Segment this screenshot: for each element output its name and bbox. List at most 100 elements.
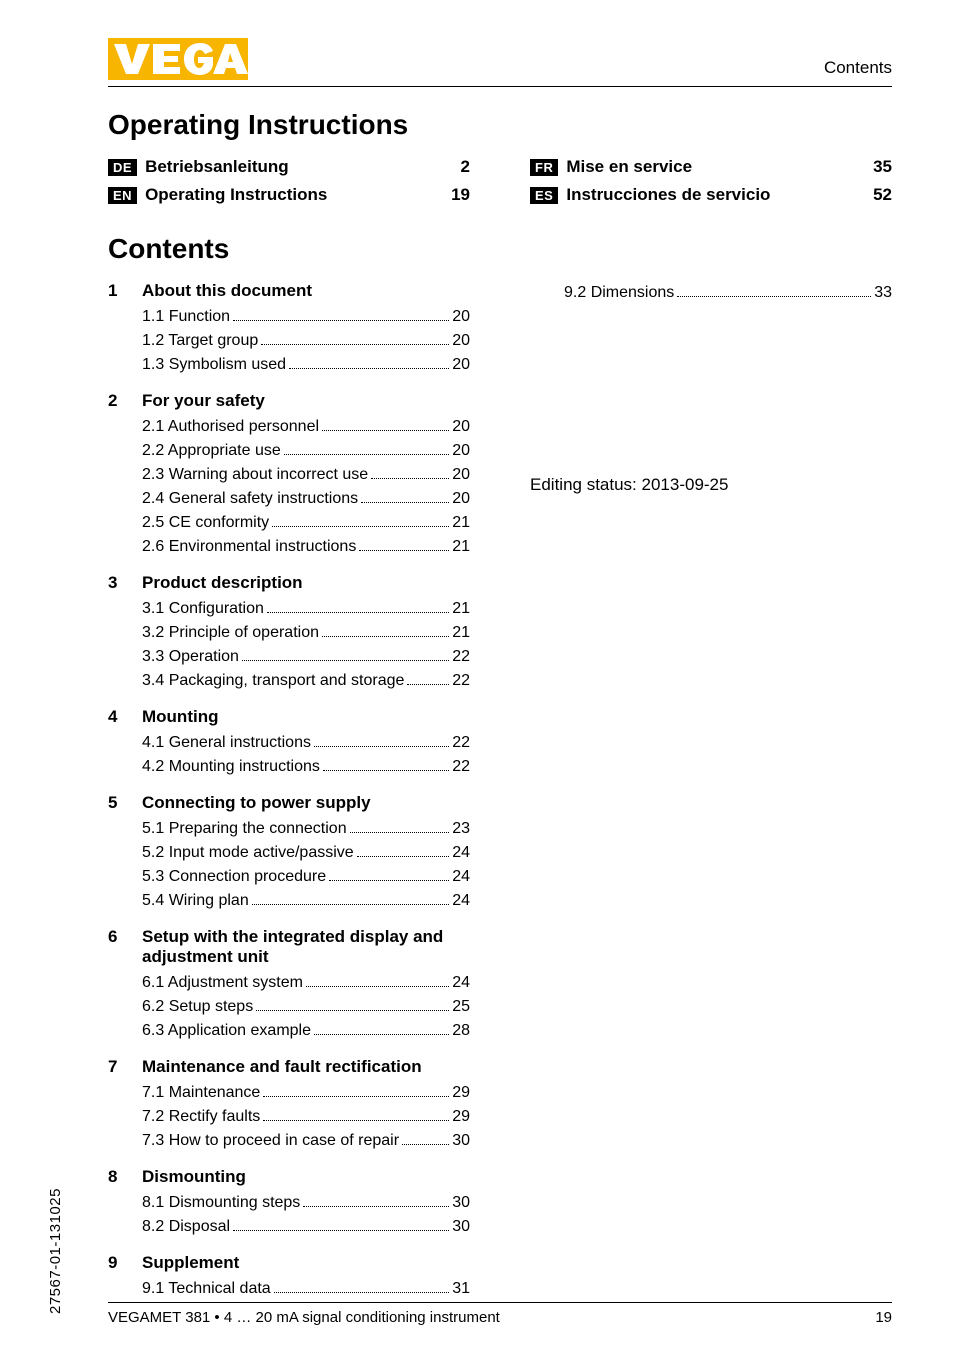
lang-badge-de: DE <box>108 159 137 176</box>
toc-chapter-number: 5 <box>108 793 126 813</box>
toc-entry-label: 6.1 Adjustment system <box>142 971 303 995</box>
toc-entry-label: 2.2 Appropriate use <box>142 439 281 463</box>
toc-entry-label: 8.1 Dismounting steps <box>142 1191 300 1215</box>
toc-entry: 9.2 Dimensions 33 <box>564 281 892 305</box>
toc-entry-label: 2.3 Warning about incorrect use <box>142 463 368 487</box>
toc-entry: 8.2 Disposal 30 <box>142 1215 470 1239</box>
toc-entry-page: 23 <box>452 817 470 841</box>
toc-entry: 1.2 Target group 20 <box>142 329 470 353</box>
lang-title-fr: Mise en service <box>566 157 692 177</box>
toc-entry-page: 28 <box>452 1019 470 1043</box>
toc-entry-page: 24 <box>452 889 470 913</box>
toc-dots <box>322 626 449 637</box>
lang-page-es: 52 <box>873 185 892 205</box>
toc-dots <box>256 1000 449 1011</box>
toc-dots <box>357 846 450 857</box>
lang-title-es: Instrucciones de servicio <box>566 185 770 205</box>
footer-page-number: 19 <box>875 1309 892 1326</box>
toc-chapter: 4 Mounting <box>108 707 470 727</box>
toc-dots <box>329 870 449 881</box>
toc-entry-label: 1.2 Target group <box>142 329 258 353</box>
toc-entries: 1.1 Function 201.2 Target group 201.3 Sy… <box>108 305 470 377</box>
toc-entry-page: 22 <box>452 669 470 693</box>
toc-entry-label: 9.2 Dimensions <box>564 281 674 305</box>
toc-chapter-number: 8 <box>108 1167 126 1187</box>
toc-chapter-title: Dismounting <box>142 1167 246 1187</box>
toc-entry: 2.5 CE conformity 21 <box>142 511 470 535</box>
toc-entry: 6.2 Setup steps 25 <box>142 995 470 1019</box>
toc-dots <box>323 760 449 771</box>
toc-dots <box>274 1282 450 1293</box>
lang-title-en: Operating Instructions <box>145 185 327 205</box>
toc-col-left: 1About this document1.1 Function 201.2 T… <box>108 281 470 1315</box>
toc-chapter-title: Connecting to power supply <box>142 793 371 813</box>
footer: VEGAMET 381 • 4 … 20 mA signal condition… <box>108 1302 892 1326</box>
toc-entry-page: 20 <box>452 305 470 329</box>
lang-es: ES Instrucciones de servicio 52 <box>530 185 892 205</box>
toc-entries: 4.1 General instructions 224.2 Mounting … <box>108 731 470 779</box>
lang-badge-fr: FR <box>530 159 558 176</box>
toc-entry-page: 30 <box>452 1129 470 1153</box>
toc-entry-label: 5.1 Preparing the connection <box>142 817 347 841</box>
lang-badge-es: ES <box>530 187 558 204</box>
toc-dots <box>402 1134 449 1145</box>
toc-dots <box>242 650 449 661</box>
footer-product: VEGAMET 381 • 4 … 20 mA signal condition… <box>108 1309 500 1326</box>
toc-chapter-title: Mounting <box>142 707 218 727</box>
toc-section: 7Maintenance and fault rectification 7.1 … <box>108 1057 470 1153</box>
toc-section: 3Product description3.1 Configuration 21… <box>108 573 470 693</box>
toc-entry: 4.1 General instructions 22 <box>142 731 470 755</box>
toc-entry: 2.3 Warning about incorrect use 20 <box>142 463 470 487</box>
toc-entry-label: 9.1 Technical data <box>142 1277 271 1301</box>
toc-section: 9Supplement9.1 Technical data 31 <box>108 1253 470 1301</box>
toc-entry-label: 5.2 Input mode active/passive <box>142 841 354 865</box>
toc-chapter: 2For your safety <box>108 391 470 411</box>
lang-page-de: 2 <box>461 157 470 177</box>
toc-chapter-number: 1 <box>108 281 126 301</box>
toc-dots <box>350 822 450 833</box>
toc-section: 1About this document1.1 Function 201.2 T… <box>108 281 470 377</box>
toc-chapter: 7Maintenance and fault rectification <box>108 1057 470 1077</box>
toc-entry-page: 24 <box>452 841 470 865</box>
toc-dots <box>272 516 449 527</box>
toc-section: 4 Mounting 4.1 General instructions 224.2 … <box>108 707 470 779</box>
toc-section: 6Setup with the integrated display and a… <box>108 927 470 1043</box>
toc-entry-label: 7.2 Rectify faults <box>142 1105 260 1129</box>
toc-entry-label: 3.4 Packaging, transport and storage <box>142 669 404 693</box>
toc-entry-page: 29 <box>452 1105 470 1129</box>
toc-chapter-number: 9 <box>108 1253 126 1273</box>
toc-entry: 2.2 Appropriate use 20 <box>142 439 470 463</box>
toc-entry: 5.3 Connection procedure 24 <box>142 865 470 889</box>
page: Contents Operating Instructions DE Betri… <box>0 0 954 1354</box>
toc-dots <box>306 976 449 987</box>
lang-badge-en: EN <box>108 187 137 204</box>
toc-dots <box>289 358 449 369</box>
toc-entry: 3.1 Configuration 21 <box>142 597 470 621</box>
toc-dots <box>314 1024 449 1035</box>
toc-section: 2For your safety2.1 Authorised personnel… <box>108 391 470 559</box>
toc-chapter-title: Maintenance and fault rectification <box>142 1057 422 1077</box>
toc-dots <box>371 468 449 479</box>
toc-entry: 8.1 Dismounting steps 30 <box>142 1191 470 1215</box>
toc-entry: 1.1 Function 20 <box>142 305 470 329</box>
toc-entries: 5.1 Preparing the connection 23 5.2 Input… <box>108 817 470 913</box>
toc-entry-label: 7.1 Maintenance <box>142 1081 260 1105</box>
toc-entry-page: 20 <box>452 439 470 463</box>
lang-de: DE Betriebsanleitung 2 <box>108 157 470 177</box>
toc-entry: 9.1 Technical data 31 <box>142 1277 470 1301</box>
toc-entry-page: 24 <box>452 971 470 995</box>
toc-entry-label: 2.5 CE conformity <box>142 511 269 535</box>
toc-entry: 6.1 Adjustment system 24 <box>142 971 470 995</box>
toc-section: 5 Connecting to power supply 5.1 Preparing… <box>108 793 470 913</box>
toc-entry-page: 22 <box>452 731 470 755</box>
toc-chapter-number: 4 <box>108 707 126 727</box>
toc-entry-label: 1.3 Symbolism used <box>142 353 286 377</box>
footer-rule <box>108 1302 892 1303</box>
header-contents-label: Contents <box>824 58 892 78</box>
toc-entry-page: 20 <box>452 415 470 439</box>
toc-chapter: 1About this document <box>108 281 470 301</box>
toc-columns: 1About this document1.1 Function 201.2 T… <box>108 281 892 1315</box>
toc-entry-label: 1.1 Function <box>142 305 230 329</box>
language-grid: DE Betriebsanleitung 2 EN Operating Inst… <box>108 157 892 213</box>
toc-dots <box>261 334 449 345</box>
